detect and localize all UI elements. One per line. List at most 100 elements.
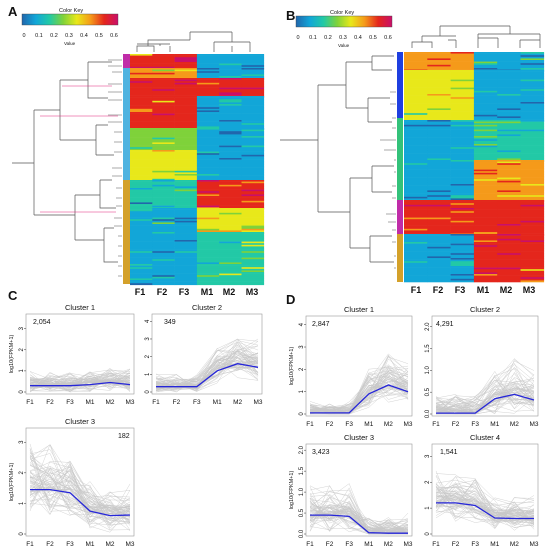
heatmap-cell	[196, 128, 220, 130]
heatmap-cell	[219, 192, 242, 195]
heatmap-cell	[473, 182, 498, 185]
heatmap-cell	[404, 254, 428, 257]
heatmap-cell	[520, 187, 545, 190]
heatmap-cell	[520, 212, 545, 215]
heatmap-cell	[450, 150, 475, 153]
heatmap-cell	[427, 245, 451, 248]
heatmap-cell	[130, 115, 153, 118]
heatmap-cell	[404, 234, 428, 236]
heatmap-cell	[473, 185, 498, 188]
heatmap-cell	[152, 184, 175, 187]
heatmap-cell	[241, 121, 265, 124]
heatmap-cell	[152, 244, 175, 247]
heatmap-cell	[152, 212, 175, 215]
heatmap-cell	[520, 58, 545, 61]
heatmap-cell	[219, 225, 242, 228]
heatmap-cell	[497, 129, 521, 132]
heatmap-cell	[219, 273, 242, 276]
heatmap-cell	[497, 140, 521, 143]
heatmap-cell	[219, 79, 242, 82]
heatmap-cell	[497, 246, 521, 249]
heatmap-cell	[174, 140, 198, 143]
heatmap-cell	[241, 172, 265, 175]
heatmap-cell	[450, 214, 475, 217]
heatmap-cell	[450, 63, 475, 66]
heatmap-cell	[520, 153, 545, 156]
heatmap-cell	[427, 219, 451, 222]
heatmap-cell	[473, 254, 498, 257]
heatmap-cell	[450, 97, 475, 100]
heatmap-cell	[520, 89, 545, 92]
heatmap-cell	[520, 261, 545, 264]
heatmap-cell	[520, 203, 545, 206]
heatmap-cell	[174, 183, 198, 186]
heatmap-cell	[174, 172, 198, 175]
heatmap-cell	[219, 108, 242, 111]
heatmap-cell	[196, 186, 220, 189]
heatmap-cell	[152, 199, 175, 202]
heatmap-cell	[450, 187, 475, 190]
heatmap-cell	[497, 144, 521, 146]
heatmap-cell	[152, 100, 175, 103]
y-tick-label: 1	[19, 369, 25, 373]
heatmap-cell	[152, 227, 175, 230]
heatmap-cell	[427, 94, 451, 96]
heatmap-cell	[174, 254, 198, 257]
heatmap-cell	[196, 281, 220, 284]
heatmap-cell	[497, 172, 521, 175]
heatmap-cell	[520, 179, 545, 182]
y-tick-label: 1.5	[299, 466, 305, 475]
heatmap-cell	[196, 180, 220, 182]
heatmap-cell	[473, 81, 498, 84]
heatmap-cell	[219, 161, 242, 164]
heatmap-cell	[497, 237, 521, 240]
heatmap-cell	[404, 206, 428, 209]
heatmap-cell	[450, 174, 475, 177]
heatmap-cell	[174, 280, 198, 282]
heatmap-cell	[450, 245, 475, 248]
heatmap-cell	[174, 248, 198, 250]
heatmap-cell	[174, 99, 198, 102]
heatmap-b: F1 F2 F3 M1 M2 M3	[280, 25, 545, 295]
heatmap-cell	[219, 105, 242, 108]
heatmap-cell	[196, 150, 220, 152]
heatmap-cell	[497, 118, 521, 120]
heatmap-cell	[241, 90, 265, 93]
heatmap-cell	[404, 164, 428, 167]
heatmap-cell	[404, 82, 428, 85]
panel-label-a: A	[8, 4, 18, 19]
heatmap-cell	[241, 102, 265, 105]
heatmap-cell	[219, 118, 242, 121]
heatmap-cell	[219, 189, 242, 192]
heatmap-cell	[196, 110, 220, 113]
heatmap-cell	[152, 112, 175, 114]
heatmap-cell	[219, 96, 242, 98]
heatmap-cell	[520, 196, 545, 199]
y-tick-label: 1	[425, 506, 431, 510]
heatmap-cell	[520, 192, 545, 194]
heatmap-cell	[152, 178, 175, 181]
heatmap-cell	[174, 90, 198, 93]
heatmap-cell	[130, 235, 153, 238]
heatmap-cell	[219, 81, 242, 84]
heatmap-cell	[404, 198, 428, 201]
heatmap-cell	[404, 150, 428, 153]
heatmap-cell	[196, 217, 220, 220]
heatmap-cell	[241, 153, 265, 156]
heatmap-cell	[497, 214, 521, 217]
heatmap-cell	[427, 118, 451, 120]
heatmap-cell	[241, 181, 265, 184]
heatmap-cell	[152, 224, 175, 226]
heatmap-cell	[152, 63, 175, 66]
heatmap-cell	[174, 84, 198, 87]
heatmap-cell	[152, 260, 175, 263]
x-tick-label: F3	[345, 421, 353, 428]
heatmap-cell	[219, 60, 242, 63]
heatmap-cell	[152, 128, 175, 130]
heatmap-cell	[427, 225, 451, 228]
heatmap-cell	[450, 61, 475, 64]
heatmap-cell	[196, 260, 220, 263]
heatmap-cell	[427, 269, 451, 272]
heatmap-cell	[450, 238, 475, 241]
